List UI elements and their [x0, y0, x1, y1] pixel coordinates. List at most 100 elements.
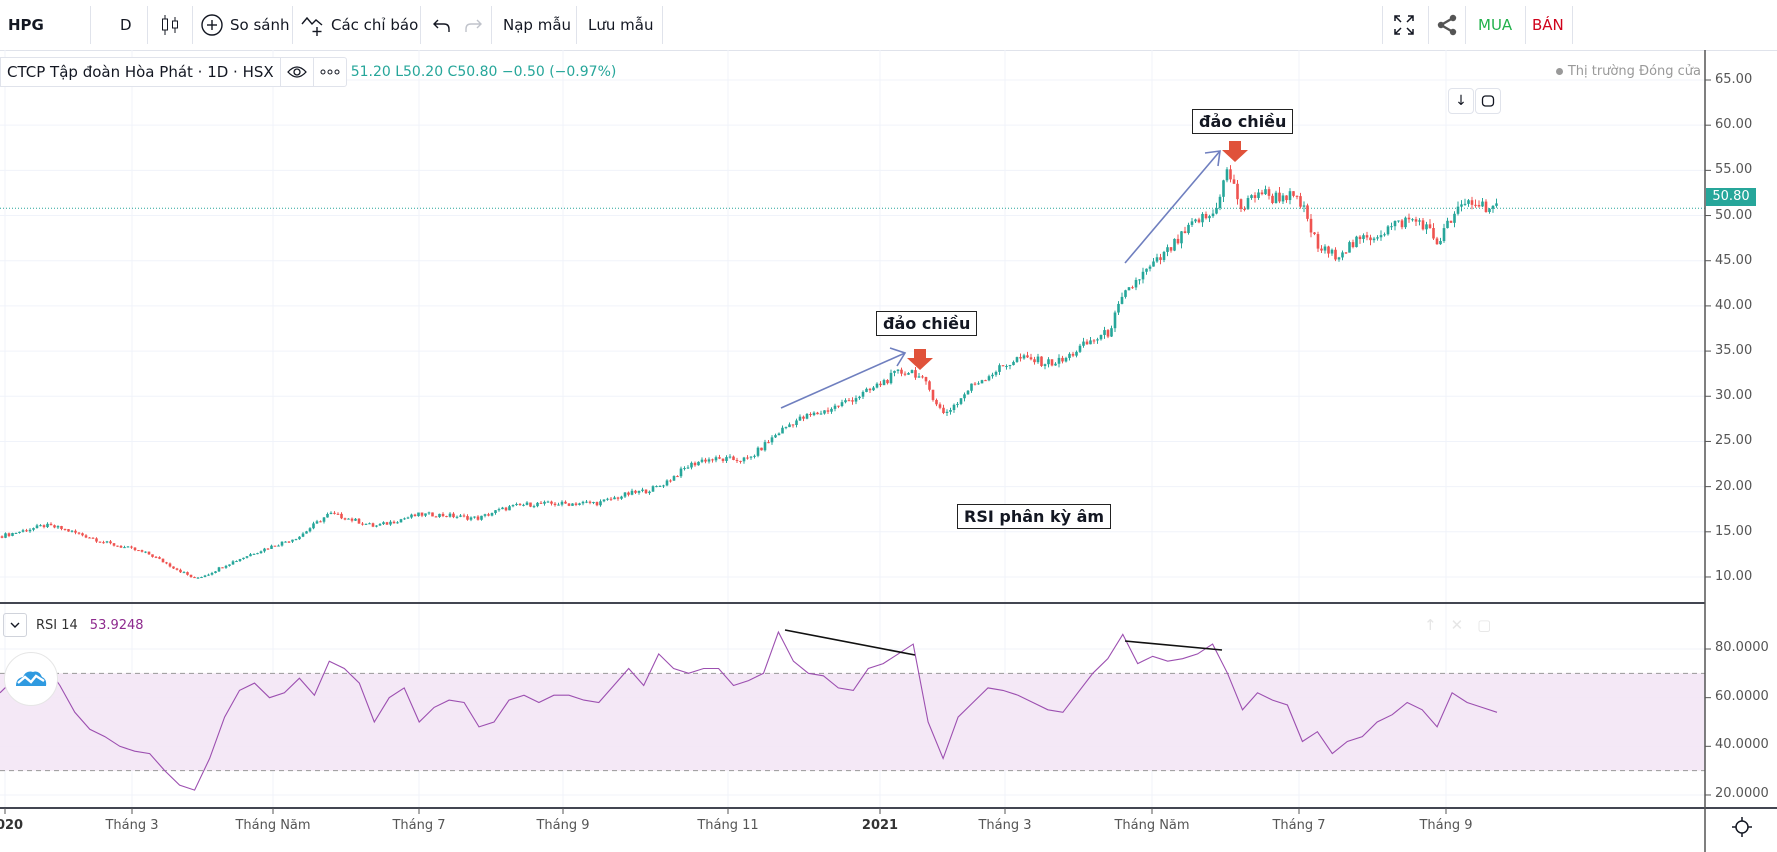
load-template-button[interactable]: Nạp mẫu	[503, 0, 571, 50]
candle	[1414, 219, 1418, 222]
candle	[371, 523, 375, 527]
candle	[1222, 180, 1225, 197]
chevron-down-icon	[10, 622, 20, 628]
candle	[833, 405, 837, 409]
candle	[543, 501, 546, 504]
candle	[1131, 287, 1134, 289]
candle	[1292, 191, 1295, 196]
candle	[945, 411, 949, 413]
candle	[767, 442, 770, 444]
candle	[1460, 204, 1463, 207]
candle	[756, 447, 760, 456]
interval-button[interactable]: D	[120, 0, 132, 50]
annotation-divergence[interactable]: RSI phân kỳ âm	[957, 504, 1112, 529]
candle	[1019, 357, 1022, 359]
candle	[564, 501, 567, 504]
candle	[217, 567, 221, 572]
candle	[889, 372, 893, 384]
candle	[1229, 169, 1232, 180]
candle	[375, 525, 378, 527]
rsi-axis-label: 80.0000	[1715, 640, 1769, 655]
annotation-reversal-1[interactable]: đảo chiều	[876, 311, 978, 336]
candle	[427, 512, 431, 514]
candle	[669, 480, 672, 482]
price-axis-label: 45.00	[1715, 252, 1753, 268]
candle	[599, 501, 602, 506]
sell-button[interactable]: BÁN	[1532, 0, 1564, 50]
candle	[140, 550, 144, 552]
candle	[949, 410, 952, 412]
candle	[795, 420, 798, 425]
candle	[333, 512, 336, 514]
candle	[567, 503, 571, 506]
candle	[364, 523, 368, 525]
candle	[350, 518, 354, 521]
candle	[966, 390, 970, 395]
candle	[753, 455, 756, 457]
rsi-band	[0, 673, 1705, 771]
reset-scale-button[interactable]	[1475, 88, 1501, 114]
interval-label: D	[120, 16, 132, 34]
rsi-divergence-line-1[interactable]	[784, 629, 916, 656]
trend-arrow-2[interactable]	[1124, 150, 1221, 264]
settings-button[interactable]	[1731, 816, 1753, 842]
candle	[872, 387, 875, 391]
candle	[305, 531, 308, 534]
rsi-divergence-line-2[interactable]	[1124, 640, 1223, 651]
chart-legend: CTCP Tập đoàn Hòa Phát · 1D · HSX 51.20 …	[0, 57, 616, 87]
candle	[1047, 359, 1050, 365]
candle	[67, 529, 70, 532]
annotation-reversal-2[interactable]: đảo chiều	[1192, 109, 1294, 134]
reversal-arrow-1[interactable]	[907, 349, 933, 370]
candle	[1348, 242, 1351, 253]
save-template-label: Lưu mẫu	[588, 16, 654, 34]
candle	[1302, 205, 1306, 207]
candle	[504, 507, 508, 511]
candle	[1155, 257, 1159, 262]
candle	[396, 522, 399, 524]
close-icon[interactable]: ✕	[1450, 616, 1464, 634]
candle	[438, 513, 441, 518]
fullscreen-button[interactable]	[1393, 0, 1415, 50]
compare-button[interactable]: So sánh	[200, 0, 290, 50]
indicators-button[interactable]: Các chỉ báo	[300, 0, 418, 50]
buy-button[interactable]: MUA	[1478, 0, 1512, 50]
candle	[1239, 199, 1243, 209]
candle	[879, 383, 882, 386]
candle	[228, 564, 231, 566]
x-tick-label: Tháng Năm	[1114, 818, 1190, 833]
more-button[interactable]	[312, 58, 346, 86]
candle	[1330, 249, 1334, 254]
undo-button[interactable]	[432, 0, 452, 50]
candle	[641, 489, 644, 491]
candle	[910, 370, 914, 374]
candle	[693, 462, 697, 466]
candle	[616, 497, 620, 499]
collapse-button[interactable]	[3, 613, 27, 637]
candle	[1194, 219, 1197, 222]
candle	[760, 447, 763, 451]
scroll-down-button[interactable]: ↓	[1448, 88, 1474, 114]
market-status-label: Thị trường Đóng cửa	[1567, 64, 1701, 79]
reversal-arrow-2[interactable]	[1222, 141, 1248, 162]
symbol-button[interactable]: HPG	[8, 0, 44, 50]
share-button[interactable]	[1436, 0, 1458, 50]
candle	[266, 548, 270, 550]
candle	[326, 513, 329, 518]
move-up-icon[interactable]: ↑	[1424, 616, 1437, 634]
candle	[511, 505, 515, 507]
candle	[462, 515, 466, 517]
candle	[1201, 213, 1204, 223]
visibility-button[interactable]	[279, 58, 313, 86]
candle	[235, 561, 238, 563]
candle	[613, 497, 616, 500]
candle	[1208, 216, 1211, 219]
trend-arrow-1[interactable]	[780, 347, 907, 409]
candle	[1491, 205, 1495, 209]
save-template-button[interactable]: Lưu mẫu	[588, 0, 653, 50]
maximize-icon[interactable]: ▢	[1477, 616, 1492, 634]
candle	[1099, 334, 1103, 340]
redo-button[interactable]	[463, 0, 483, 50]
chart-type-button[interactable]	[159, 0, 181, 50]
